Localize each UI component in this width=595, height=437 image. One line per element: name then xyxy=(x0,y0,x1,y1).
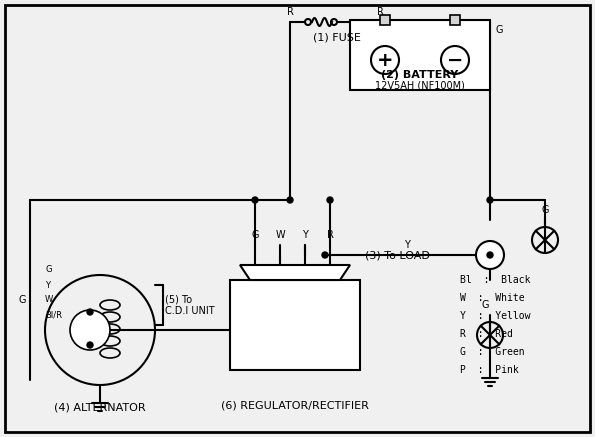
Text: G: G xyxy=(18,295,26,305)
Text: G: G xyxy=(495,25,503,35)
Text: +: + xyxy=(377,51,393,69)
Text: P  :  Pink: P : Pink xyxy=(460,365,519,375)
Text: (4) ALTERNATOR: (4) ALTERNATOR xyxy=(54,403,146,413)
Text: 12V5AH (NF100M): 12V5AH (NF100M) xyxy=(375,80,465,90)
Text: G: G xyxy=(481,300,488,310)
Text: R: R xyxy=(287,7,293,17)
Circle shape xyxy=(252,197,258,203)
Text: G: G xyxy=(541,205,549,215)
Text: (3) To LOAD: (3) To LOAD xyxy=(365,250,430,260)
FancyBboxPatch shape xyxy=(350,20,490,90)
Circle shape xyxy=(487,252,493,258)
Text: G  :  Green: G : Green xyxy=(460,347,525,357)
Text: (5) To
C.D.I UNIT: (5) To C.D.I UNIT xyxy=(165,294,215,316)
Text: −: − xyxy=(447,51,463,69)
Text: Y  :  Yellow: Y : Yellow xyxy=(460,311,531,321)
Text: W  :  White: W : White xyxy=(460,293,525,303)
Circle shape xyxy=(322,252,328,258)
Circle shape xyxy=(87,342,93,348)
Polygon shape xyxy=(240,265,350,280)
Text: G: G xyxy=(251,230,259,240)
Text: R: R xyxy=(327,230,333,240)
Text: Y: Y xyxy=(404,240,410,250)
Text: (2) BATTERY: (2) BATTERY xyxy=(381,70,459,80)
Text: R  :  Red: R : Red xyxy=(460,329,513,339)
Circle shape xyxy=(476,241,504,269)
Text: Bl/R: Bl/R xyxy=(45,311,62,319)
Text: W: W xyxy=(45,295,53,305)
Text: G: G xyxy=(45,266,52,274)
Circle shape xyxy=(487,197,493,203)
FancyBboxPatch shape xyxy=(230,280,360,370)
Circle shape xyxy=(327,197,333,203)
Text: Y: Y xyxy=(302,230,308,240)
Text: (1) FUSE: (1) FUSE xyxy=(313,32,361,42)
FancyBboxPatch shape xyxy=(380,15,390,25)
Text: W: W xyxy=(275,230,285,240)
Text: Y: Y xyxy=(45,281,50,289)
FancyBboxPatch shape xyxy=(450,15,460,25)
Text: R: R xyxy=(377,7,383,17)
Text: c: c xyxy=(487,249,493,261)
Circle shape xyxy=(87,309,93,315)
Circle shape xyxy=(70,310,110,350)
Circle shape xyxy=(287,197,293,203)
Text: Bl  :  Black: Bl : Black xyxy=(460,275,531,285)
Text: (6) REGULATOR/RECTIFIER: (6) REGULATOR/RECTIFIER xyxy=(221,400,369,410)
